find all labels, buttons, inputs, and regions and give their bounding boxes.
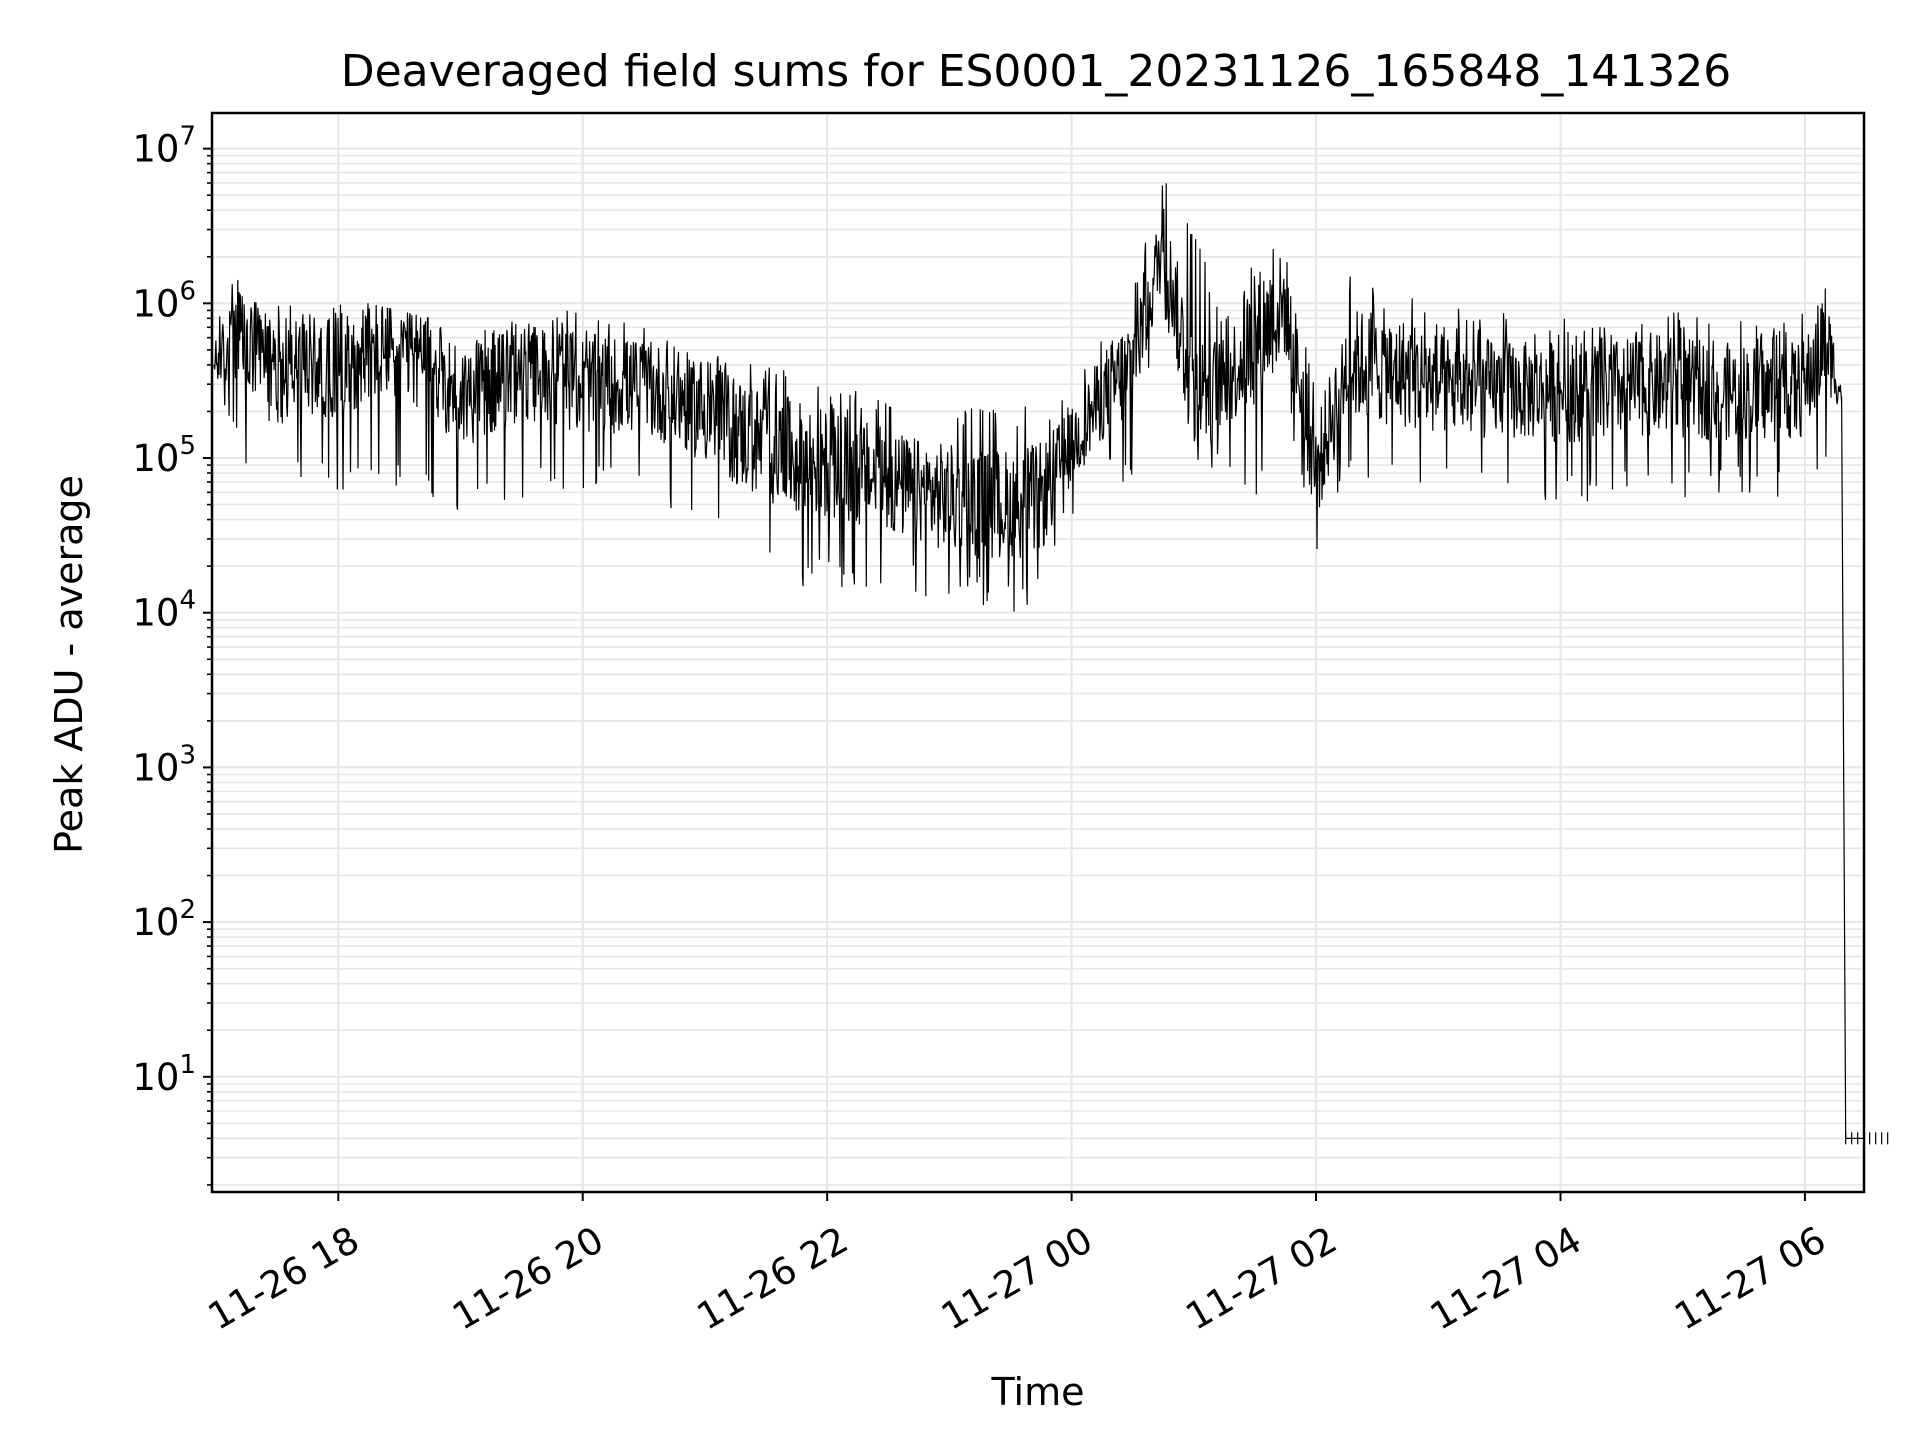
y-tick-label: 104 — [132, 586, 196, 635]
y-tick-label: 103 — [132, 740, 196, 789]
chart-title: Deaveraged field sums for ES0001_2023112… — [341, 46, 1732, 97]
plot-frame — [210, 111, 1866, 1194]
y-tick-label: 107 — [132, 122, 196, 171]
x-axis-label: Time — [991, 1370, 1085, 1414]
y-axis-ticks: 101 102 103 104 105 106 107 — [132, 122, 212, 1186]
grid-lines — [212, 113, 1864, 1192]
y-tick-label: 101 — [132, 1050, 196, 1099]
y-axis-label: Peak ADU - average — [47, 475, 91, 854]
y-tick-label: 106 — [132, 276, 196, 325]
y-tick-label: 102 — [132, 895, 196, 944]
series-line-path — [213, 183, 1864, 1140]
y-tick-label: 105 — [132, 431, 196, 480]
